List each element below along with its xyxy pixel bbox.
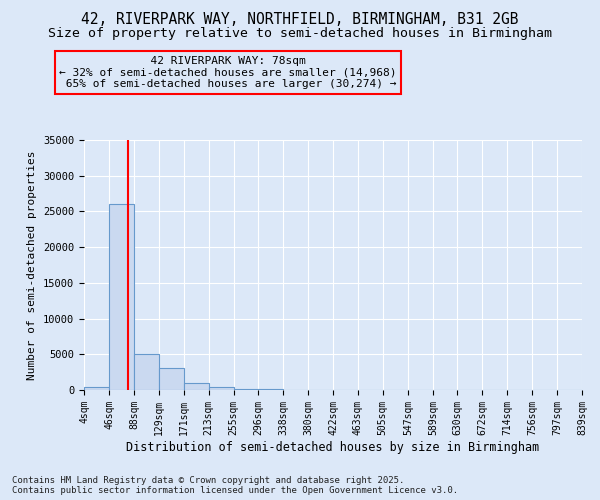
Bar: [109, 204, 134, 390]
Bar: [209, 388, 233, 390]
Text: 42 RIVERPARK WAY: 78sqm  
← 32% of semi-detached houses are smaller (14,968)
 65: 42 RIVERPARK WAY: 78sqm ← 32% of semi-de…: [59, 56, 397, 89]
Bar: [158, 368, 184, 390]
Bar: [134, 354, 158, 390]
Text: Contains HM Land Registry data © Crown copyright and database right 2025.
Contai: Contains HM Land Registry data © Crown c…: [12, 476, 458, 495]
Bar: [233, 389, 258, 390]
Bar: [84, 387, 109, 390]
Y-axis label: Number of semi-detached properties: Number of semi-detached properties: [28, 150, 37, 380]
Text: Size of property relative to semi-detached houses in Birmingham: Size of property relative to semi-detach…: [48, 28, 552, 40]
Bar: [184, 382, 209, 390]
Text: 42, RIVERPARK WAY, NORTHFIELD, BIRMINGHAM, B31 2GB: 42, RIVERPARK WAY, NORTHFIELD, BIRMINGHA…: [81, 12, 519, 28]
X-axis label: Distribution of semi-detached houses by size in Birmingham: Distribution of semi-detached houses by …: [127, 440, 539, 454]
